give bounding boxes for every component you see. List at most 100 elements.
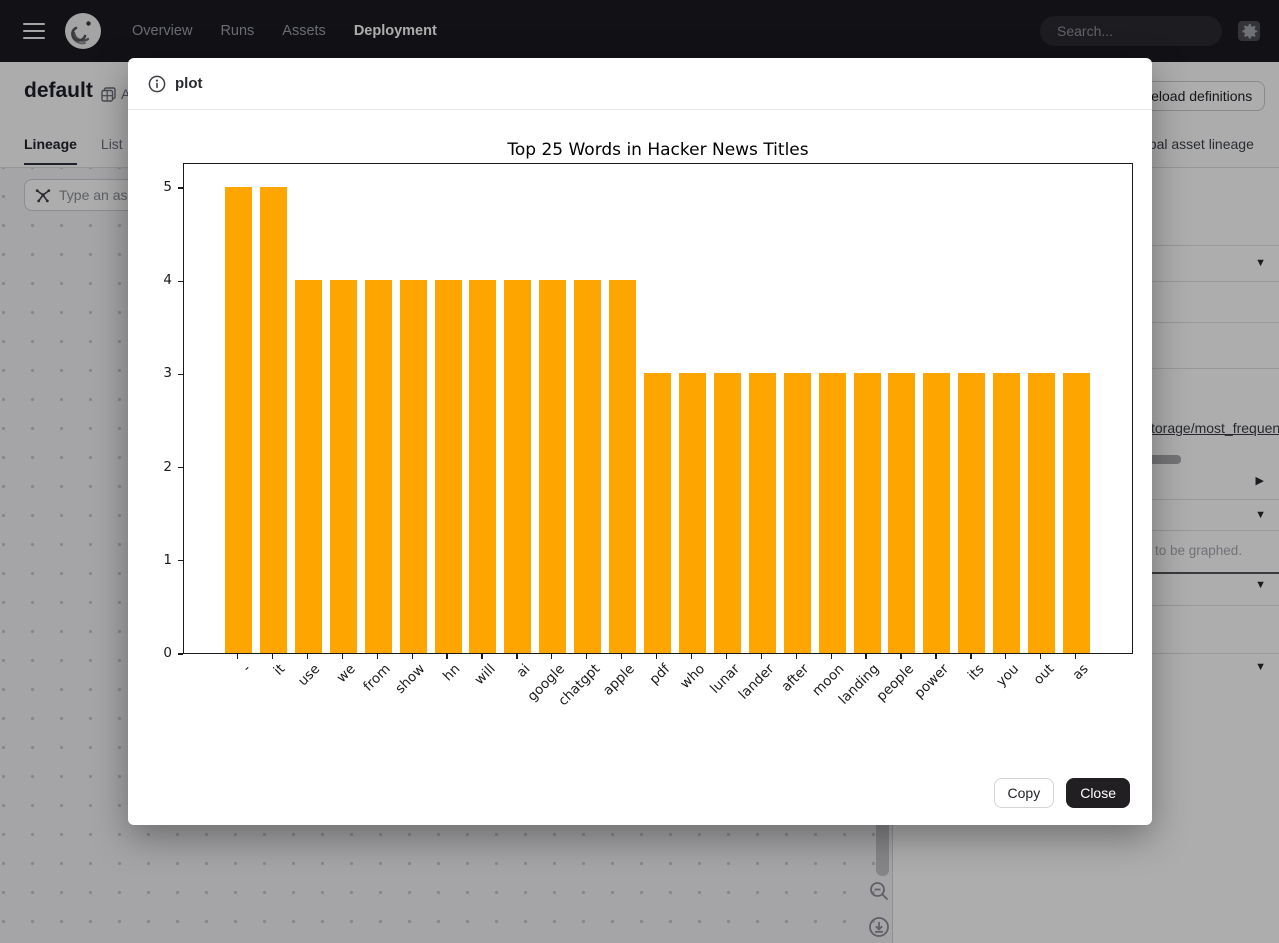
- bar-google: [539, 280, 567, 653]
- bar-from: [364, 280, 392, 653]
- x-tick-label: as: [1069, 661, 1092, 684]
- nav-item-assets[interactable]: Assets: [282, 23, 326, 39]
- chevron-down-icon[interactable]: ▼: [1255, 579, 1266, 591]
- page-title: default: [24, 79, 93, 102]
- asset-path-link[interactable]: storage/most_frequent_words: [1144, 420, 1279, 436]
- settings-button[interactable]: [1240, 22, 1259, 41]
- y-tick: [178, 373, 183, 376]
- bar-as: [1063, 373, 1091, 653]
- x-tick: [795, 654, 797, 659]
- search-input[interactable]: [1057, 23, 1238, 39]
- chart-title: Top 25 Words in Hacker News Titles: [507, 140, 809, 160]
- x-tick-label: show: [392, 661, 429, 697]
- y-tick-label: 5: [163, 179, 172, 195]
- dagster-logo: [65, 13, 101, 49]
- bar-power: [923, 373, 951, 653]
- copy-button[interactable]: Copy: [993, 778, 1055, 808]
- bar-it: [259, 187, 287, 653]
- nav-right: /: [1040, 16, 1260, 46]
- close-button[interactable]: Close: [1066, 778, 1130, 808]
- chevron-down-icon[interactable]: ▼: [1255, 509, 1266, 521]
- nav-item-deployment[interactable]: Deployment: [353, 23, 437, 39]
- nav-item-overview[interactable]: Overview: [132, 23, 193, 39]
- x-tick-label: use: [295, 661, 324, 690]
- chevron-right-icon[interactable]: ▶: [1255, 475, 1264, 487]
- x-tick-label: apple: [600, 661, 638, 699]
- bar-lunar: [713, 373, 741, 653]
- nav-item-runs[interactable]: Runs: [220, 23, 255, 39]
- y-tick: [178, 653, 183, 655]
- x-tick: [970, 654, 972, 659]
- x-tick: [621, 654, 623, 659]
- bar-lander: [748, 373, 776, 653]
- bar-use: [294, 280, 322, 653]
- tab-bar: Lineage List: [24, 136, 123, 165]
- x-tick-label: who: [676, 661, 708, 693]
- tab-lineage[interactable]: Lineage: [24, 136, 77, 165]
- x-tick: [411, 654, 413, 659]
- x-tick: [551, 654, 553, 659]
- x-tick: [760, 654, 762, 659]
- chevron-down-icon[interactable]: ▼: [1255, 661, 1266, 673]
- x-tick-label: it: [271, 661, 289, 679]
- y-tick-label: 1: [163, 551, 172, 568]
- x-tick: [865, 654, 867, 659]
- bar--: [225, 187, 252, 653]
- x-tick: [481, 654, 483, 659]
- zoom-out-button[interactable]: [867, 879, 891, 903]
- x-tick-label: pdf: [646, 661, 673, 688]
- download-icon: [869, 917, 889, 937]
- bar-will: [469, 280, 497, 653]
- x-tick: [935, 654, 937, 659]
- asset-graph-icon: [35, 189, 51, 203]
- y-tick: [178, 560, 183, 562]
- dialog-title: plot: [175, 75, 203, 92]
- nav-links: Overview Runs Assets Deployment: [132, 23, 437, 39]
- hamburger-menu-icon[interactable]: [23, 23, 45, 39]
- x-tick: [376, 654, 378, 659]
- x-tick-label: from: [359, 661, 394, 695]
- y-tick-label: 0: [163, 645, 172, 661]
- x-tick-label: you: [993, 661, 1023, 690]
- tab-list[interactable]: List: [100, 136, 123, 152]
- x-tick: [900, 654, 902, 659]
- panel-hint-text: to be graphed.: [1155, 543, 1243, 558]
- x-tick: [1005, 654, 1007, 659]
- x-tick-label: power: [911, 661, 953, 702]
- bar-you: [993, 373, 1021, 653]
- x-tick-label: ai: [513, 661, 534, 681]
- bar-out: [1028, 373, 1056, 653]
- bar-its: [958, 373, 986, 653]
- x-tick-label: its: [964, 661, 988, 684]
- dialog-header: plot: [128, 58, 1152, 110]
- bar-moon: [818, 373, 846, 653]
- top-nav: Overview Runs Assets Deployment /: [0, 0, 1279, 62]
- x-tick-label: -: [239, 661, 254, 676]
- x-tick-label: after: [778, 661, 813, 695]
- panel-mini-scrollbar[interactable]: [1144, 455, 1181, 464]
- x-tick: [446, 654, 448, 659]
- y-tick-label: 3: [163, 365, 172, 382]
- x-tick: [1040, 654, 1042, 659]
- x-tick-label: out: [1030, 661, 1057, 688]
- bar-we: [329, 280, 357, 653]
- chevron-down-icon[interactable]: ▼: [1255, 257, 1266, 269]
- global-asset-lineage-link[interactable]: Global asset lineage: [1127, 136, 1254, 152]
- x-tick: [516, 654, 518, 659]
- y-tick-label: 4: [163, 272, 172, 289]
- bar-hn: [434, 280, 462, 653]
- x-tick: [1074, 654, 1077, 659]
- x-tick: [236, 654, 239, 659]
- plot-dialog: plot Top 25 Words in Hacker News Titles …: [128, 58, 1152, 825]
- bar-people: [888, 373, 916, 653]
- download-button[interactable]: [867, 915, 891, 939]
- x-tick: [830, 654, 832, 659]
- gear-icon: [1242, 23, 1258, 39]
- zoom-out-icon: [870, 882, 888, 900]
- canvas-scrollbar[interactable]: [876, 818, 889, 876]
- x-tick-label: lander: [735, 661, 778, 703]
- x-tick: [586, 654, 588, 659]
- x-tick: [271, 654, 274, 659]
- x-tick-label: we: [333, 661, 359, 687]
- bar-who: [678, 373, 706, 653]
